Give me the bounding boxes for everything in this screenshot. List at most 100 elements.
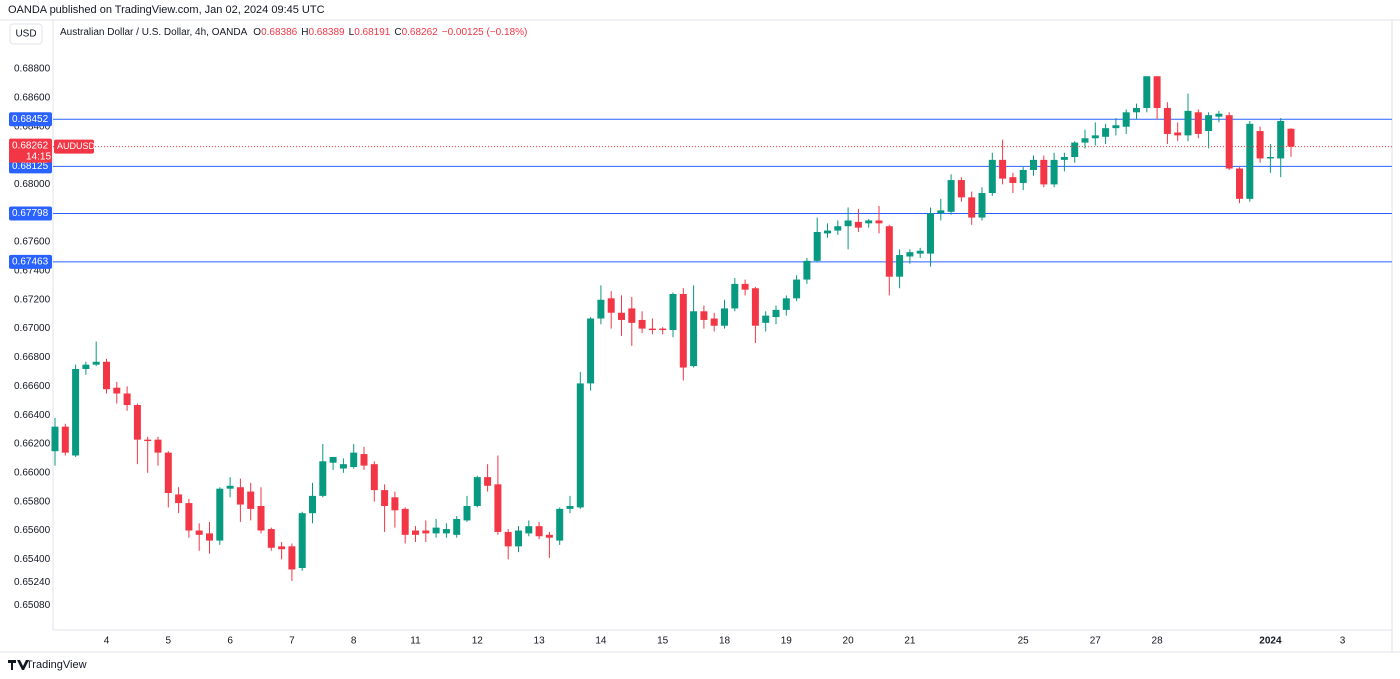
candle-body xyxy=(1071,142,1079,157)
candle-body xyxy=(113,387,121,394)
candle-body xyxy=(51,426,59,452)
candle-body xyxy=(906,252,914,257)
x-tick-label: 8 xyxy=(351,636,357,647)
y-tick-label: 0.67000 xyxy=(14,323,51,334)
candle-body xyxy=(1225,115,1233,169)
candle-body xyxy=(988,159,996,194)
y-tick-label: 0.65800 xyxy=(14,496,51,507)
x-tick-label: 27 xyxy=(1090,636,1102,647)
candle-body xyxy=(236,487,244,505)
candle-body xyxy=(1215,113,1223,117)
candle-body xyxy=(648,328,656,331)
candle-body xyxy=(453,518,461,535)
candle-body xyxy=(782,298,790,310)
candle-body xyxy=(679,293,687,368)
candle-body xyxy=(216,488,224,541)
logo-icon xyxy=(8,660,29,670)
x-tick-label: 13 xyxy=(534,636,546,647)
footer-text: TradingView xyxy=(26,659,87,671)
x-tick-label: 28 xyxy=(1152,636,1164,647)
level-label-bg xyxy=(9,206,52,221)
symbol-tag-bg xyxy=(54,139,94,154)
footer-logo: TradingView xyxy=(8,659,87,671)
candle-body xyxy=(1143,76,1151,108)
candle-body xyxy=(741,283,749,290)
candle-body xyxy=(133,405,141,440)
level-label-bg xyxy=(9,159,52,174)
candle-body xyxy=(278,546,286,550)
candle-body xyxy=(185,503,193,531)
legend: Australian Dollar / U.S. Dollar, 4h, OAN… xyxy=(60,27,527,38)
candle-body xyxy=(82,364,90,369)
x-tick-label: 21 xyxy=(904,636,916,647)
currency-button[interactable] xyxy=(9,23,43,45)
x-tick-label: 7 xyxy=(289,636,295,647)
candle-body xyxy=(947,180,955,212)
candle-body xyxy=(370,464,378,491)
candle-body xyxy=(206,533,213,541)
candle-body xyxy=(339,464,347,469)
y-tick-label: 0.65400 xyxy=(14,554,51,565)
candle-body xyxy=(226,485,234,489)
header: OANDA published on TradingView.com, Jan … xyxy=(8,4,325,16)
candle-body xyxy=(834,226,842,231)
currency-label: USD xyxy=(15,29,36,40)
x-tick-label: 6 xyxy=(227,636,233,647)
candle-body xyxy=(175,494,183,504)
legend-key: L xyxy=(349,27,355,38)
candle-body xyxy=(288,546,296,570)
candle-body xyxy=(957,180,965,198)
candle-body xyxy=(484,477,492,486)
candle-body xyxy=(1194,112,1202,134)
candle-body xyxy=(669,293,677,331)
y-tick-label: 0.67400 xyxy=(14,266,51,277)
level-label: 0.68452 xyxy=(12,114,49,125)
candle-body xyxy=(1256,131,1264,159)
level-label: 0.67463 xyxy=(12,256,49,267)
candle-body xyxy=(1133,107,1140,113)
candle-body xyxy=(813,231,821,261)
legend-title: Australian Dollar / U.S. Dollar, 4h, OAN… xyxy=(60,27,248,38)
candle-body xyxy=(844,220,852,227)
candle-body xyxy=(319,461,327,496)
candle-body xyxy=(1060,156,1068,160)
candle-body xyxy=(298,513,306,568)
candle-body xyxy=(721,308,728,326)
candle-body xyxy=(412,530,419,535)
candle-body xyxy=(92,361,100,365)
candle-body xyxy=(494,484,502,532)
candle-body xyxy=(1236,168,1243,199)
candle-body xyxy=(1040,159,1048,185)
legend-value: 0.68389 xyxy=(308,27,345,38)
candle-body xyxy=(1009,177,1017,183)
candle-body xyxy=(144,439,152,442)
candle-body xyxy=(854,221,862,228)
candle-body xyxy=(360,454,368,466)
symbol-tag: AUDUSD xyxy=(57,141,96,151)
x-tick-label: 18 xyxy=(719,636,731,647)
x-tick-label: 5 xyxy=(166,636,172,647)
candle-body xyxy=(267,529,275,548)
candle-body xyxy=(659,328,667,331)
candle-body xyxy=(1174,132,1182,136)
y-tick-label: 0.68600 xyxy=(14,93,51,104)
candle-body xyxy=(329,456,337,463)
candle-body xyxy=(1122,112,1130,127)
candle-body xyxy=(1266,156,1274,159)
candle-body xyxy=(1030,159,1037,170)
candle-body xyxy=(762,315,770,323)
y-tick-label: 0.66200 xyxy=(14,439,51,450)
y-tick-label: 0.65600 xyxy=(14,525,51,536)
candle-body xyxy=(638,319,646,329)
candle-body xyxy=(504,531,512,547)
candle-body xyxy=(350,452,358,468)
candle-body xyxy=(1081,138,1089,143)
x-tick-label: 11 xyxy=(410,636,421,647)
x-tick-label: 2024 xyxy=(1259,636,1282,647)
x-tick-label: 19 xyxy=(781,636,793,647)
candle-body xyxy=(968,197,976,218)
candle-body xyxy=(875,220,883,224)
candle-body xyxy=(257,505,265,531)
x-tick-label: 14 xyxy=(595,636,607,647)
legend-key: O xyxy=(253,27,261,38)
